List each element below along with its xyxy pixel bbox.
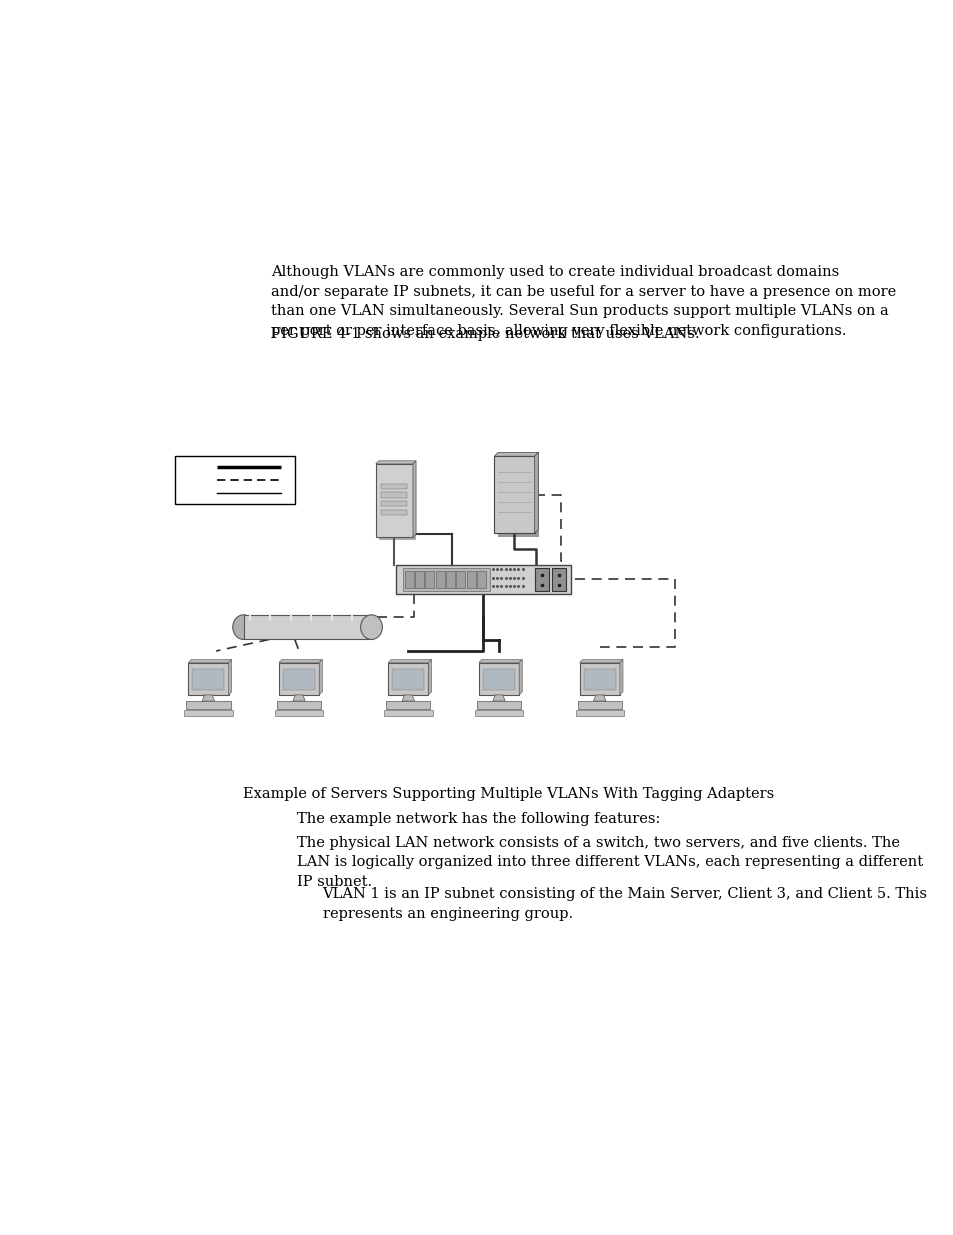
FancyBboxPatch shape [577, 701, 621, 709]
Polygon shape [319, 659, 322, 695]
FancyBboxPatch shape [466, 571, 475, 588]
FancyBboxPatch shape [381, 493, 407, 498]
FancyBboxPatch shape [375, 464, 413, 537]
Ellipse shape [360, 615, 382, 640]
Text: Although VLANs are commonly used to create individual broadcast domains
and/or s: Although VLANs are commonly used to crea… [271, 266, 895, 337]
Polygon shape [534, 452, 537, 534]
FancyBboxPatch shape [575, 710, 623, 716]
FancyBboxPatch shape [193, 669, 224, 690]
FancyBboxPatch shape [402, 568, 489, 590]
Polygon shape [202, 695, 214, 701]
Polygon shape [402, 695, 415, 701]
FancyBboxPatch shape [482, 669, 515, 690]
FancyBboxPatch shape [186, 701, 231, 709]
Text: The example network has the following features:: The example network has the following fe… [296, 811, 659, 826]
FancyBboxPatch shape [184, 710, 233, 716]
FancyBboxPatch shape [386, 701, 430, 709]
FancyBboxPatch shape [535, 568, 548, 590]
FancyBboxPatch shape [276, 701, 321, 709]
FancyBboxPatch shape [552, 568, 565, 590]
FancyBboxPatch shape [579, 662, 619, 695]
Polygon shape [493, 695, 505, 701]
Polygon shape [388, 659, 431, 662]
FancyBboxPatch shape [378, 467, 416, 540]
FancyBboxPatch shape [388, 662, 428, 695]
FancyBboxPatch shape [384, 710, 432, 716]
FancyBboxPatch shape [278, 662, 319, 695]
FancyBboxPatch shape [174, 456, 294, 504]
Polygon shape [278, 659, 322, 662]
FancyBboxPatch shape [478, 662, 518, 695]
FancyBboxPatch shape [475, 710, 522, 716]
FancyBboxPatch shape [436, 571, 444, 588]
FancyBboxPatch shape [456, 571, 465, 588]
Polygon shape [413, 461, 416, 537]
FancyBboxPatch shape [404, 571, 414, 588]
FancyBboxPatch shape [415, 571, 423, 588]
Text: Example of Servers Supporting Multiple VLANs With Tagging Adapters: Example of Servers Supporting Multiple V… [243, 787, 774, 802]
Text: FIGURE 4-1 shows an example network that uses VLANs.: FIGURE 4-1 shows an example network that… [271, 327, 699, 341]
Ellipse shape [233, 615, 254, 640]
FancyBboxPatch shape [497, 461, 537, 537]
FancyBboxPatch shape [476, 571, 485, 588]
Polygon shape [579, 659, 622, 662]
Text: The physical LAN network consists of a switch, two servers, and five clients. Th: The physical LAN network consists of a s… [296, 836, 922, 889]
FancyBboxPatch shape [381, 484, 407, 489]
Text: VLAN 1 is an IP subnet consisting of the Main Server, Client 3, and Client 5. Th: VLAN 1 is an IP subnet consisting of the… [322, 888, 926, 921]
FancyBboxPatch shape [243, 615, 371, 640]
FancyBboxPatch shape [274, 710, 323, 716]
Polygon shape [293, 695, 305, 701]
FancyBboxPatch shape [381, 510, 407, 515]
FancyBboxPatch shape [283, 669, 314, 690]
FancyBboxPatch shape [476, 701, 520, 709]
Polygon shape [375, 461, 416, 464]
Polygon shape [518, 659, 521, 695]
Polygon shape [188, 659, 232, 662]
FancyBboxPatch shape [583, 669, 616, 690]
Polygon shape [478, 659, 521, 662]
FancyBboxPatch shape [395, 564, 570, 594]
Polygon shape [428, 659, 431, 695]
Polygon shape [593, 695, 605, 701]
Polygon shape [494, 452, 537, 456]
Polygon shape [619, 659, 622, 695]
FancyBboxPatch shape [188, 662, 229, 695]
FancyBboxPatch shape [425, 571, 434, 588]
FancyBboxPatch shape [392, 669, 424, 690]
FancyBboxPatch shape [494, 456, 534, 534]
Polygon shape [229, 659, 232, 695]
FancyBboxPatch shape [381, 501, 407, 506]
FancyBboxPatch shape [446, 571, 455, 588]
